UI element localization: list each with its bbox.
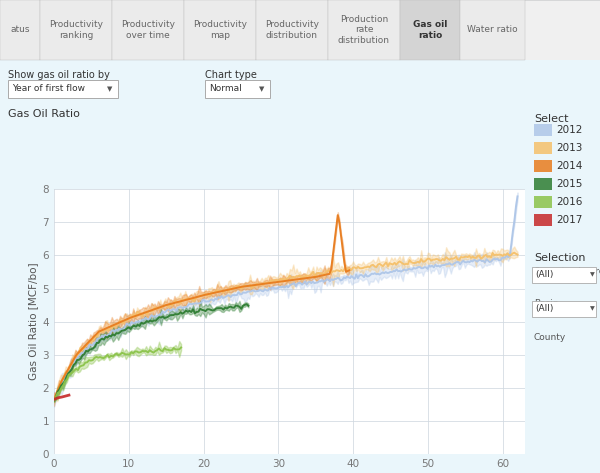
Bar (534, 142, 552, 154)
Text: County: County (534, 333, 566, 342)
Text: Productivity
over time: Productivity over time (121, 20, 175, 40)
Bar (400, 0, 460, 60)
Bar (534, 214, 552, 226)
Bar (205, 80, 270, 98)
Bar (112, 0, 184, 60)
Text: 2012: 2012 (556, 125, 583, 135)
Bar (328, 0, 400, 60)
Text: (All): (All) (535, 271, 553, 280)
Bar (460, 0, 525, 60)
Bar (8, 80, 118, 98)
Text: Year of first flow: Year of first flow (12, 85, 85, 94)
Bar (184, 0, 256, 60)
Text: Productivity
distribution: Productivity distribution (265, 20, 319, 40)
Text: Chart type: Chart type (205, 70, 257, 80)
Bar (534, 196, 552, 208)
Text: Water ratio: Water ratio (467, 26, 518, 35)
Bar (534, 124, 552, 136)
Bar (532, 301, 596, 317)
Text: 2017: 2017 (556, 215, 583, 225)
Bar (530, 102, 600, 473)
Text: Productivity
map: Productivity map (193, 20, 247, 40)
Text: Select: Select (534, 114, 569, 124)
Text: 2015: 2015 (556, 179, 583, 189)
Bar (534, 178, 552, 190)
Text: (All): (All) (535, 305, 553, 314)
Text: ▼: ▼ (590, 272, 595, 278)
Text: Gas Oil Ratio: Gas Oil Ratio (8, 109, 80, 119)
Bar (0, 60, 600, 102)
Bar (532, 267, 596, 283)
Text: ▼: ▼ (259, 86, 265, 92)
Text: ▼: ▼ (590, 307, 595, 312)
Y-axis label: Gas Oil Ratio [MCF/bo]: Gas Oil Ratio [MCF/bo] (28, 263, 38, 380)
Bar (534, 160, 552, 172)
Text: Productivity
ranking: Productivity ranking (49, 20, 103, 40)
Text: 2016: 2016 (556, 197, 583, 207)
Bar (0, 0, 600, 60)
Text: 2013: 2013 (556, 143, 583, 153)
Text: Operator (current): Operator (current) (534, 267, 600, 276)
Bar (256, 0, 328, 60)
Text: ▼: ▼ (107, 86, 113, 92)
Text: Gas oil
ratio: Gas oil ratio (413, 20, 447, 40)
Text: Basin: Basin (534, 299, 559, 308)
Text: atus: atus (10, 26, 30, 35)
Text: Normal: Normal (209, 85, 242, 94)
Text: Production
rate
distribution: Production rate distribution (338, 15, 390, 45)
Text: Show gas oil ratio by: Show gas oil ratio by (8, 70, 110, 80)
Text: Selection: Selection (534, 253, 586, 263)
Text: 2014: 2014 (556, 161, 583, 171)
Bar (0, 0, 40, 60)
Bar (40, 0, 112, 60)
